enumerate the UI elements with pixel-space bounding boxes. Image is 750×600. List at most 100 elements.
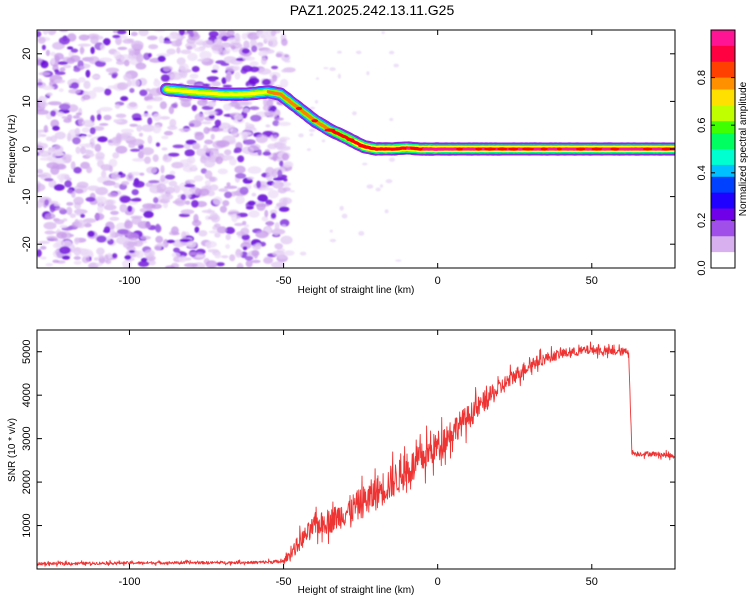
noise-blob bbox=[58, 103, 71, 111]
noise-blob bbox=[75, 112, 82, 116]
noise-blob bbox=[37, 130, 42, 139]
noise-blob bbox=[220, 62, 230, 66]
noise-blob bbox=[271, 261, 285, 268]
noise-blob bbox=[66, 206, 73, 216]
noise-blob bbox=[191, 200, 199, 208]
noise-blob bbox=[358, 231, 365, 236]
noise-blob bbox=[139, 89, 148, 97]
noise-blob bbox=[37, 30, 42, 38]
snr-y-ticks: 1000 2000 3000 4000 5000 bbox=[21, 339, 675, 538]
noise-blob bbox=[55, 43, 63, 50]
noise-blob bbox=[337, 50, 342, 54]
ridge-hotspot bbox=[540, 147, 548, 151]
noise-blob bbox=[72, 137, 81, 145]
noise-blob bbox=[46, 92, 53, 97]
noise-blob bbox=[275, 53, 283, 58]
colorbar-segment bbox=[711, 109, 735, 114]
noise-blob bbox=[323, 67, 329, 70]
noise-blob bbox=[107, 138, 116, 146]
noise-blob bbox=[37, 169, 44, 174]
noise-blob bbox=[85, 69, 91, 78]
noise-blob bbox=[210, 133, 215, 140]
noise-blob bbox=[329, 67, 336, 71]
noise-blob bbox=[216, 226, 228, 234]
noise-blob bbox=[83, 149, 94, 154]
colorbar-segment bbox=[711, 220, 735, 225]
noise-blob bbox=[161, 147, 168, 151]
noise-blob bbox=[171, 252, 181, 258]
noise-blob bbox=[266, 220, 274, 227]
noise-blob bbox=[186, 79, 197, 85]
noise-blob bbox=[176, 46, 181, 54]
noise-blob bbox=[40, 134, 47, 137]
noise-blob bbox=[103, 204, 117, 211]
noise-blob bbox=[144, 222, 151, 229]
noise-blob bbox=[163, 66, 171, 72]
noise-blob bbox=[224, 149, 232, 156]
spectrogram-ridge bbox=[159, 82, 675, 156]
noise-blob bbox=[257, 149, 262, 156]
noise-blob bbox=[230, 45, 236, 50]
noise-blob bbox=[44, 178, 54, 182]
ridge-hotspot bbox=[394, 147, 400, 151]
noise-blob bbox=[123, 73, 132, 82]
noise-blob bbox=[71, 191, 76, 198]
noise-blob bbox=[205, 241, 217, 248]
noise-blob bbox=[208, 114, 215, 120]
noise-blob bbox=[78, 34, 90, 41]
noise-blob bbox=[222, 200, 230, 207]
noise-blob bbox=[103, 226, 111, 234]
noise-blob bbox=[247, 166, 262, 174]
noise-blob bbox=[75, 146, 81, 154]
noise-blob bbox=[56, 111, 64, 117]
noise-blob bbox=[53, 79, 66, 84]
noise-blob bbox=[64, 175, 70, 181]
noise-blob bbox=[265, 124, 271, 128]
noise-blob bbox=[249, 39, 257, 47]
noise-blob bbox=[120, 128, 134, 134]
noise-blob bbox=[74, 127, 81, 136]
noise-blob bbox=[189, 32, 194, 38]
colorbar-segment bbox=[711, 81, 735, 87]
noise-blob bbox=[84, 143, 92, 149]
noise-blob bbox=[126, 79, 132, 87]
noise-blob bbox=[116, 60, 125, 65]
colorbar-segment bbox=[711, 133, 735, 138]
noise-blob bbox=[191, 142, 201, 150]
noise-blob bbox=[205, 147, 211, 153]
noise-blob bbox=[280, 235, 293, 245]
noise-blob bbox=[203, 110, 217, 116]
noise-blob bbox=[162, 154, 172, 163]
noise-blob bbox=[109, 165, 113, 173]
noise-blob bbox=[215, 156, 223, 165]
noise-blob bbox=[193, 175, 204, 182]
colorbar-segment bbox=[711, 101, 735, 106]
noise-blob bbox=[68, 88, 81, 94]
noise-blob bbox=[242, 246, 248, 251]
colorbar-segment bbox=[711, 176, 735, 182]
noise-blob bbox=[298, 133, 304, 138]
noise-blob bbox=[194, 131, 205, 141]
ridge-hotspot bbox=[484, 147, 496, 151]
y-tick-label: 5000 bbox=[21, 339, 33, 363]
noise-blob bbox=[282, 57, 290, 62]
colorbar-tick-label: 0.0 bbox=[696, 260, 708, 275]
noise-blob bbox=[235, 249, 243, 258]
colorbar-frame bbox=[710, 29, 736, 269]
noise-blob bbox=[59, 246, 71, 255]
noise-blob bbox=[87, 230, 95, 237]
noise-blob bbox=[251, 259, 261, 264]
noise-blob bbox=[97, 136, 108, 143]
noise-blob bbox=[251, 192, 257, 197]
noise-blob bbox=[50, 146, 56, 152]
noise-blob bbox=[163, 40, 173, 44]
noise-blob bbox=[86, 166, 93, 174]
noise-blob bbox=[131, 40, 144, 50]
noise-blob bbox=[274, 243, 284, 250]
noise-blob bbox=[185, 200, 191, 205]
noise-blob bbox=[214, 232, 221, 238]
noise-blob bbox=[54, 131, 66, 140]
noise-blob bbox=[231, 213, 239, 223]
noise-blob bbox=[385, 179, 393, 184]
noise-blob bbox=[73, 166, 82, 174]
